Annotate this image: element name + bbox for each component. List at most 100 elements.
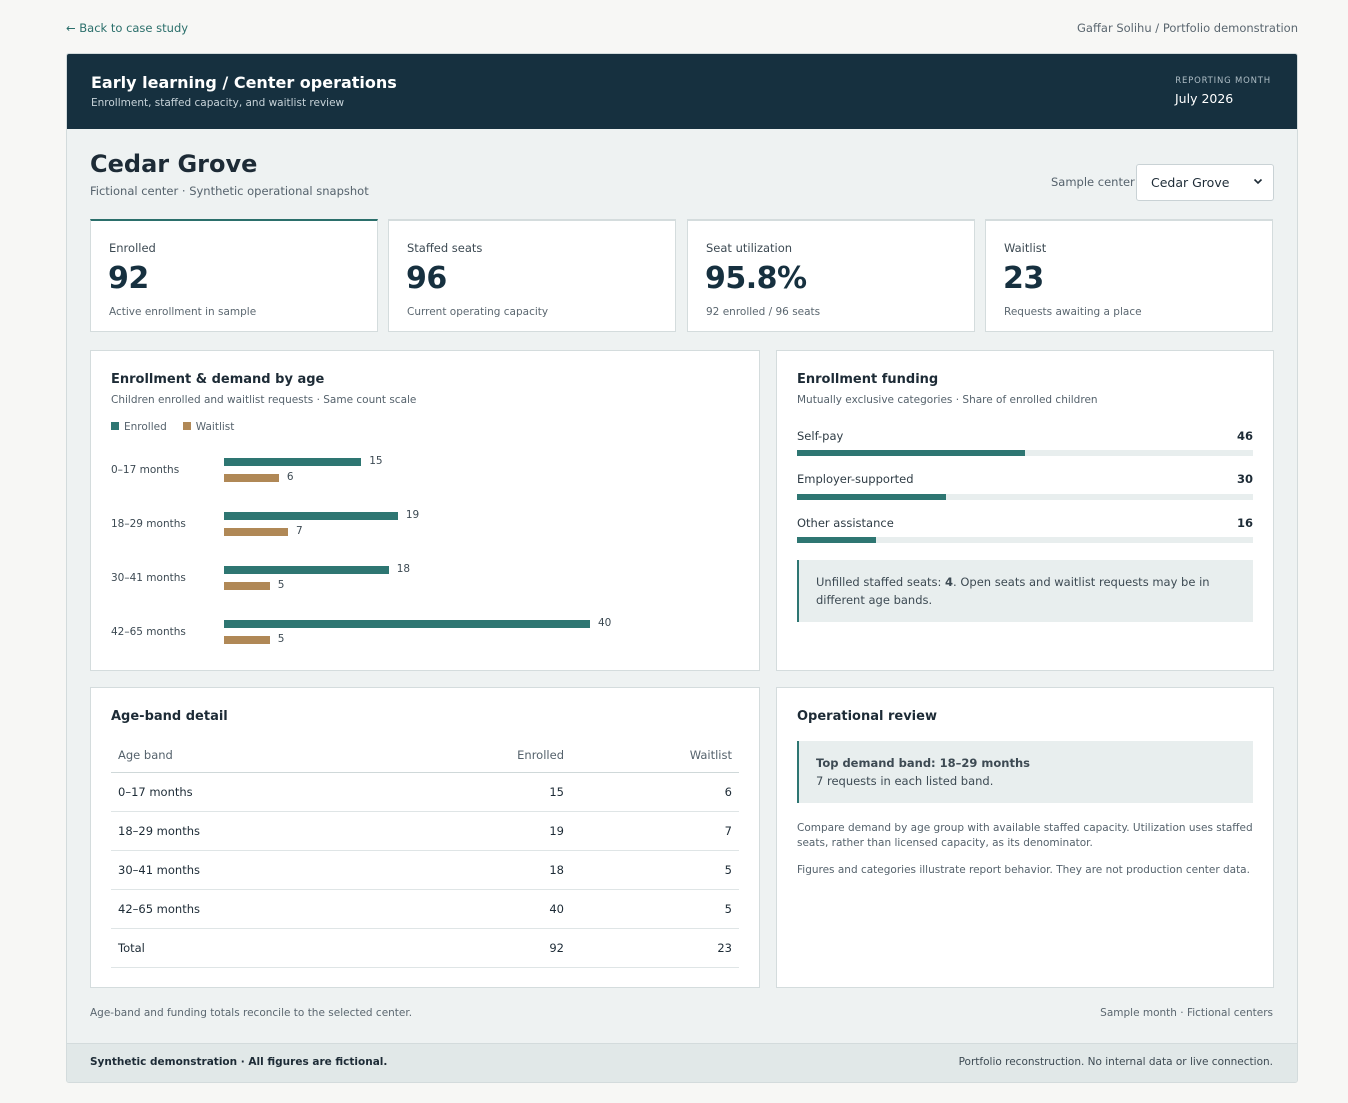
funding-value: 30 bbox=[1236, 472, 1253, 486]
kpi-label: Staffed seats bbox=[407, 241, 483, 255]
kpi-value: 92 bbox=[108, 261, 149, 296]
bar-value-label: 19 bbox=[405, 509, 420, 521]
cell-waitlist: 6 bbox=[571, 772, 739, 812]
sample-center-select[interactable]: Cedar Grove bbox=[1136, 164, 1274, 201]
top-demand-callout: Top demand band: 18–29 months 7 requests… bbox=[797, 741, 1253, 803]
funding-value: 16 bbox=[1236, 516, 1253, 530]
funding-track bbox=[797, 494, 1253, 500]
age-band-detail-panel: Age-band detail Age band Enrolled Waitli… bbox=[90, 687, 760, 988]
header-banner: Early learning / Center operations Enrol… bbox=[67, 54, 1297, 129]
sample-center-value: Cedar Grove bbox=[1151, 175, 1230, 190]
waitlist-bar bbox=[224, 582, 270, 590]
footer-note: Portfolio reconstruction. No internal da… bbox=[958, 1056, 1273, 1068]
callout-prefix: Unfilled staffed seats: bbox=[816, 575, 946, 589]
funding-fill bbox=[797, 450, 1025, 456]
legend-item-enrolled: Enrolled bbox=[111, 421, 167, 433]
legend-label: Enrolled bbox=[124, 421, 167, 433]
dashboard-frame: Early learning / Center operations Enrol… bbox=[66, 53, 1298, 1083]
funding-title: Enrollment funding bbox=[797, 372, 939, 387]
callout-suffix: . Open seats and waitlist requests may b… bbox=[816, 575, 1210, 607]
kpi-value: 95.8% bbox=[705, 261, 807, 296]
cell-waitlist: 5 bbox=[571, 850, 739, 890]
chart-legend: Enrolled Waitlist bbox=[111, 421, 234, 433]
legend-swatch bbox=[111, 422, 119, 430]
kpi-card-enrolled: Enrolled 92 Active enrollment in sample bbox=[90, 219, 378, 332]
column-header: Waitlist bbox=[571, 738, 739, 773]
table-header-row: Age band Enrolled Waitlist bbox=[111, 738, 739, 773]
footer-bar: Synthetic demonstration · All figures ar… bbox=[67, 1043, 1297, 1082]
bar-value-label: 7 bbox=[296, 525, 303, 537]
kpi-label: Waitlist bbox=[1004, 241, 1047, 255]
chevron-down-icon bbox=[1253, 176, 1263, 189]
column-header: Age band bbox=[111, 738, 401, 773]
enrolled-bar bbox=[224, 620, 590, 628]
table-total-row: Total 92 23 bbox=[111, 928, 739, 968]
cell-waitlist: 23 bbox=[571, 928, 739, 968]
band-label: 0–17 months bbox=[111, 464, 180, 476]
funding-label: Employer-supported bbox=[797, 472, 914, 486]
bar-value-label: 5 bbox=[277, 579, 285, 591]
enrollment-demand-chart-panel: Enrollment & demand by age Children enro… bbox=[90, 350, 760, 671]
band-label: 30–41 months bbox=[111, 572, 186, 584]
cell-waitlist: 5 bbox=[571, 889, 739, 929]
waitlist-bar bbox=[224, 636, 270, 644]
funding-track bbox=[797, 450, 1253, 456]
cell-waitlist: 7 bbox=[571, 811, 739, 851]
table-row: 18–29 months 19 7 bbox=[111, 811, 739, 851]
review-paragraph: Figures and categories illustrate report… bbox=[797, 864, 1250, 876]
back-to-case-study-link[interactable]: ← Back to case study bbox=[66, 21, 189, 35]
kpi-card-waitlist: Waitlist 23 Requests awaiting a place bbox=[985, 219, 1273, 332]
reconcile-footnote: Age-band and funding totals reconcile to… bbox=[90, 1007, 413, 1019]
banner-title: Early learning / Center operations bbox=[91, 73, 397, 92]
legend-swatch bbox=[182, 422, 191, 430]
reporting-month-label: Reporting month bbox=[1175, 76, 1271, 86]
funding-value: 46 bbox=[1236, 429, 1253, 443]
kpi-value: 23 bbox=[1003, 261, 1044, 296]
enrollment-funding-panel: Enrollment funding Mutually exclusive ca… bbox=[776, 350, 1274, 671]
callout-text: 7 requests in each listed band. bbox=[816, 774, 994, 788]
bar-value-label: 18 bbox=[396, 563, 411, 575]
review-paragraph: Compare demand by age group with availab… bbox=[797, 822, 1253, 849]
column-header: Enrolled bbox=[401, 738, 571, 773]
kpi-card-seat-utilization: Seat utilization 95.8% 92 enrolled / 96 … bbox=[687, 219, 975, 332]
cell-enrolled: 92 bbox=[401, 928, 571, 968]
page-title: Cedar Grove bbox=[90, 150, 258, 178]
reporting-month-value: July 2026 bbox=[1175, 91, 1234, 106]
kpi-note: Active enrollment in sample bbox=[109, 306, 257, 318]
unfilled-seats-value: 4 bbox=[945, 575, 954, 589]
cell-age-band: Total bbox=[111, 928, 401, 968]
funding-subtitle: Mutually exclusive categories · Share of… bbox=[797, 394, 1098, 406]
age-band-table: Age band Enrolled Waitlist 0–17 months 15… bbox=[111, 738, 739, 968]
legend-label: Waitlist bbox=[195, 421, 235, 433]
bar-value-label: 5 bbox=[277, 633, 285, 645]
band-label: 18–29 months bbox=[111, 518, 186, 530]
kpi-note: 92 enrolled / 96 seats bbox=[706, 306, 821, 318]
chart-subtitle: Children enrolled and waitlist requests … bbox=[111, 394, 417, 406]
callout-title: Top demand band: 18–29 months bbox=[816, 756, 1031, 770]
kpi-note: Current operating capacity bbox=[407, 306, 549, 318]
sample-footnote: Sample month · Fictional centers bbox=[1100, 1007, 1273, 1019]
review-title: Operational review bbox=[797, 709, 937, 724]
bar-value-label: 6 bbox=[286, 471, 294, 483]
funding-track bbox=[797, 537, 1253, 543]
band-label: 42–65 months bbox=[111, 626, 186, 638]
cell-age-band: 42–65 months bbox=[111, 889, 401, 929]
funding-fill bbox=[797, 494, 946, 500]
enrolled-bar bbox=[224, 566, 389, 574]
kpi-label: Seat utilization bbox=[706, 241, 793, 255]
footer-disclaimer: Synthetic demonstration · All figures ar… bbox=[90, 1056, 388, 1068]
enrolled-bar bbox=[224, 458, 362, 466]
banner-subtitle: Enrollment, staffed capacity, and waitli… bbox=[91, 97, 345, 109]
cell-age-band: 30–41 months bbox=[111, 850, 401, 890]
waitlist-bar bbox=[224, 528, 289, 536]
cell-age-band: 18–29 months bbox=[111, 811, 401, 851]
operational-review-panel: Operational review Top demand band: 18–2… bbox=[776, 687, 1274, 988]
funding-label: Other assistance bbox=[797, 516, 894, 530]
funding-label: Self-pay bbox=[797, 429, 844, 443]
unfilled-seats-callout: Unfilled staffed seats: 4. Open seats an… bbox=[797, 560, 1253, 622]
bar-value-label: 40 bbox=[598, 617, 612, 629]
funding-fill bbox=[797, 537, 877, 543]
table-row: 42–65 months 40 5 bbox=[111, 889, 739, 929]
enrolled-bar bbox=[224, 512, 398, 520]
table-row: 30–41 months 18 5 bbox=[111, 850, 739, 890]
